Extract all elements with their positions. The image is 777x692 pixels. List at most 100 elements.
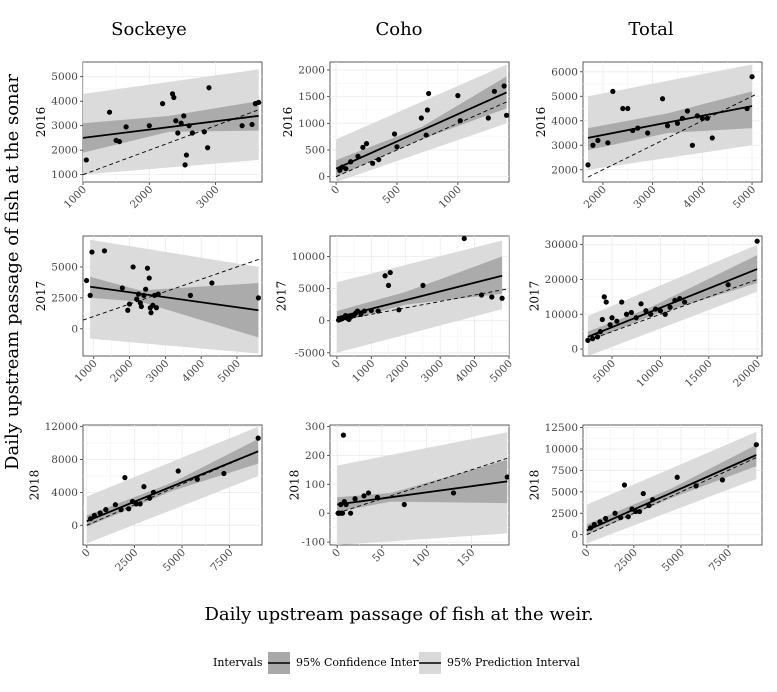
x-tick-label: 10000: [634, 358, 666, 390]
x-tick-label: 3000: [419, 358, 446, 385]
data-point: [147, 495, 153, 501]
x-tick-label: 4000: [453, 358, 480, 385]
confidence-band: [86, 438, 259, 527]
regression-line: [587, 268, 758, 338]
data-point: [348, 159, 354, 165]
data-point: [681, 299, 688, 305]
data-point: [88, 516, 94, 522]
data-point: [699, 115, 705, 121]
x-tick-label: 0: [580, 547, 593, 560]
y-tick-label: 4000: [51, 487, 78, 499]
y-tick-label: 5000: [298, 283, 325, 295]
data-point: [183, 152, 190, 158]
panel-2017-coho-plot-area: [330, 236, 509, 356]
data-point: [501, 83, 507, 89]
data-point: [189, 130, 195, 136]
data-point: [457, 118, 463, 124]
regression-line: [337, 480, 508, 506]
x-tick-label: 2000: [108, 358, 135, 385]
data-point: [205, 145, 211, 151]
data-point: [618, 514, 624, 521]
data-point: [355, 153, 361, 159]
data-point: [640, 490, 646, 497]
data-point: [134, 296, 140, 302]
x-tick-label: 7500: [208, 547, 235, 574]
data-point: [594, 334, 601, 340]
column-header-sockeye: Sockeye: [111, 19, 187, 40]
legend-title: Intervals: [213, 656, 263, 669]
data-point: [753, 442, 759, 448]
y-tick-label: 5000: [51, 261, 78, 273]
data-point: [605, 140, 611, 146]
data-point: [648, 311, 654, 317]
data-point: [360, 144, 366, 150]
data-point: [135, 291, 142, 297]
data-point: [612, 510, 618, 516]
data-point: [385, 282, 392, 289]
data-point: [396, 307, 402, 313]
regression-line: [86, 450, 259, 522]
data-point: [597, 329, 604, 335]
x-tick-label: 100: [410, 547, 433, 570]
data-point: [633, 315, 639, 321]
data-point: [83, 157, 89, 163]
x-tick-label: 150: [455, 547, 478, 570]
x-tick-label: 2000: [384, 358, 411, 385]
y-tick-label: 7500: [551, 465, 578, 477]
x-tick-label: 5000: [660, 547, 687, 574]
data-point: [630, 127, 636, 134]
y-tick-label: 10000: [292, 251, 325, 263]
row-label: 2016: [34, 107, 48, 138]
y-tick-label: 1000: [51, 169, 78, 181]
data-point: [141, 292, 147, 298]
regression-line: [90, 285, 259, 312]
y-tick-label: 10000: [545, 444, 578, 456]
data-point: [175, 130, 181, 136]
panel-2017-total-plot-area: [583, 236, 762, 356]
data-point: [621, 482, 628, 488]
one-to-one-line: [83, 257, 262, 321]
data-point: [338, 501, 344, 508]
y-tick-label: 0: [71, 323, 78, 335]
x-tick-label: 2500: [613, 547, 640, 574]
data-point: [635, 125, 641, 131]
data-point: [119, 285, 125, 291]
data-point: [591, 521, 597, 528]
data-point: [153, 305, 159, 311]
one-to-one-line: [336, 288, 509, 322]
data-point: [619, 299, 625, 305]
data-point: [585, 162, 591, 168]
x-tick-label: 500: [380, 184, 403, 207]
y-tick-label: 200: [305, 450, 325, 462]
one-to-one-line: [587, 279, 758, 341]
data-point: [590, 336, 596, 342]
x-tick-label: 0: [80, 547, 93, 560]
data-point: [186, 123, 192, 129]
y-tick-label: 0: [71, 520, 78, 532]
data-point: [181, 113, 187, 119]
data-point: [599, 316, 605, 323]
data-point: [650, 496, 656, 503]
y-tick-label: 0: [318, 508, 325, 520]
data-point: [585, 337, 591, 343]
data-point: [150, 489, 157, 495]
one-to-one-line: [586, 457, 757, 536]
data-point: [209, 280, 215, 286]
panel-2018-coho: -100 0 100 200 300 0 50 100 150 2018: [288, 421, 510, 569]
x-tick-label: 1000: [437, 184, 464, 211]
y-tick-label: 0: [318, 315, 325, 327]
data-point: [340, 432, 347, 438]
data-point: [418, 115, 424, 121]
data-point: [141, 484, 147, 490]
data-point: [118, 507, 124, 513]
x-tick-label: 20000: [731, 358, 763, 390]
data-point: [138, 303, 144, 310]
data-point: [491, 88, 497, 94]
y-tick-label: 20000: [545, 274, 578, 286]
data-point: [684, 108, 691, 114]
data-point: [144, 265, 151, 271]
x-tick-label: 0: [329, 184, 342, 197]
data-point: [347, 510, 354, 516]
